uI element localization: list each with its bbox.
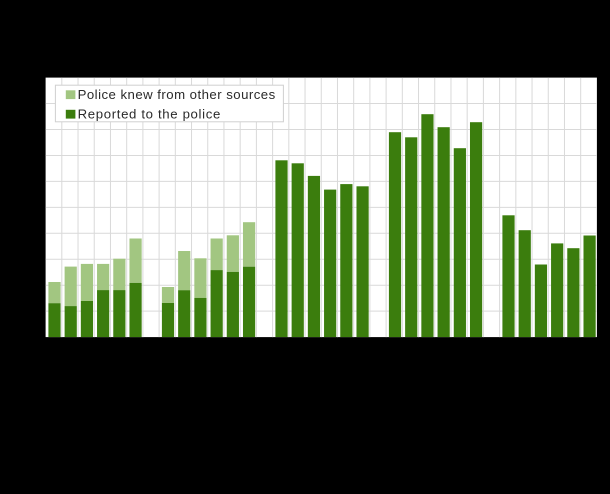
- svg-text:Police knew from other sources: Police knew from other sources: [78, 87, 276, 102]
- svg-text:Reported to the police: Reported to the police: [78, 106, 221, 121]
